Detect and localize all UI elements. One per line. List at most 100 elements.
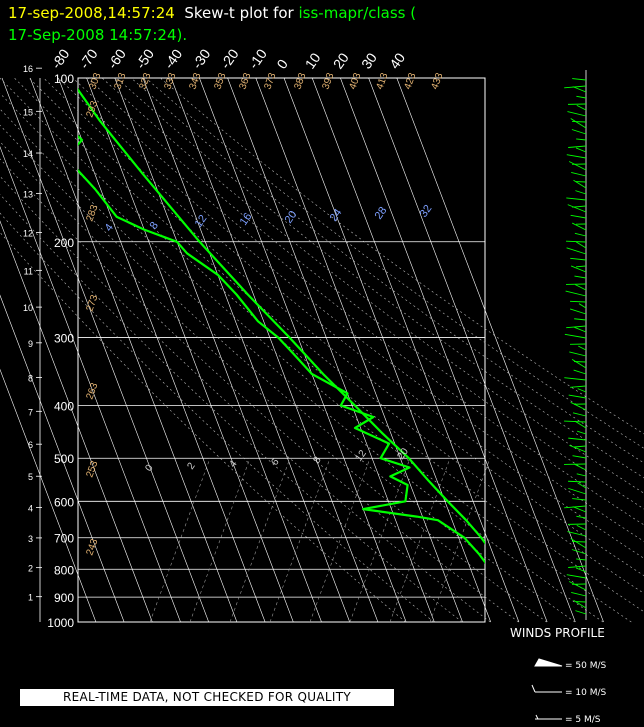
mixing-ratio-label: 20	[283, 209, 300, 226]
mixing-ratio-line	[309, 458, 371, 623]
wind-barb	[570, 214, 587, 219]
wind-barb	[568, 581, 587, 591]
temperature-tick-label: -30	[189, 46, 214, 72]
theta-label: 373	[262, 71, 278, 91]
wind-barb	[576, 95, 587, 99]
wind-barb	[566, 325, 587, 329]
temperature-tick-label: -20	[217, 46, 242, 72]
wind-barb	[576, 104, 587, 111]
wind-barb	[574, 232, 587, 237]
theta-label: 283	[84, 203, 100, 223]
temperature-tick-label: 30	[358, 50, 380, 72]
wind-barb	[566, 240, 587, 243]
pressure-tick-label: 700	[54, 532, 74, 546]
theta-label: 393	[320, 71, 336, 91]
temperature-tick-label: -80	[48, 46, 73, 72]
isotherm-line	[199, 77, 407, 623]
dry-adiabat	[57, 77, 644, 542]
wind-barb	[574, 420, 587, 429]
isotherm-line	[86, 77, 294, 623]
theta-label: 403	[347, 71, 363, 91]
theta-label: 333	[162, 71, 178, 91]
height-tick-label: 10	[23, 303, 33, 313]
height-tick-label: 14	[23, 149, 33, 159]
wind-barb	[567, 111, 587, 117]
wind-barb	[567, 204, 587, 213]
wind-key-10: = 10 M/S	[565, 688, 607, 698]
isotherm-line	[0, 294, 125, 623]
wind-barb	[576, 558, 587, 561]
pressure-tick-label: 200	[54, 236, 74, 250]
isotherm-line	[142, 77, 351, 623]
title-line2: 17-Sep-2008 14:57:24).	[8, 26, 188, 44]
wind-barb	[575, 190, 587, 195]
wind-barb	[570, 401, 587, 411]
wind-barb	[568, 487, 587, 495]
temperature-tick-label: -10	[245, 46, 270, 72]
isotherm-line	[1, 77, 210, 623]
wind-barb	[564, 85, 587, 89]
theta-label: 433	[429, 71, 445, 91]
temperature-tick-label: 20	[330, 50, 352, 72]
theta-label: 273	[84, 293, 100, 313]
theta-label: 263	[84, 381, 100, 401]
plot-frame	[77, 77, 486, 623]
pressure-tick-label: 800	[54, 563, 74, 577]
temperature-tick-label: -60	[104, 46, 129, 72]
theta-label: 423	[402, 71, 418, 91]
dry-adiabat	[0, 141, 547, 623]
wind-barb	[575, 147, 587, 153]
thetae-label: 4	[227, 458, 239, 469]
height-tick-label: 6	[28, 440, 33, 450]
dry-adiabat	[145, 77, 644, 449]
dry-adiabat	[0, 212, 435, 623]
isotherm-line	[170, 77, 379, 623]
wind-barb	[572, 86, 587, 93]
isotherm-line	[0, 368, 97, 623]
wind-barb	[571, 591, 587, 597]
pressure-tick-label: 500	[54, 452, 74, 466]
temperature-tick-label: 40	[386, 50, 408, 72]
theta-label: 313	[112, 71, 128, 91]
wind-barb	[570, 385, 587, 388]
label-layer: 1002003004005006007008009001000123456789…	[23, 46, 446, 630]
dry-adiabat	[0, 124, 576, 623]
wind-barb	[569, 351, 587, 357]
wind-barb	[572, 498, 587, 501]
mixing-ratio-label: 24	[328, 207, 345, 224]
wind-barb	[578, 345, 587, 351]
pressure-tick-label: 400	[54, 400, 74, 414]
dry-adiabat	[116, 77, 644, 479]
wind-barb	[568, 161, 587, 171]
pressure-tick-label: 300	[54, 332, 74, 346]
mixing-ratio-label: 4	[103, 222, 116, 234]
wind-barb	[574, 326, 587, 333]
mixing-ratio-label: 8	[148, 220, 161, 232]
wind-barb	[576, 515, 587, 519]
chart-title: 17-sep-2008,14:57:24 Skew-t plot for iss…	[8, 2, 416, 46]
wind-barb	[576, 473, 587, 477]
wind-barb	[566, 197, 587, 201]
wind-barb	[570, 257, 587, 261]
dry-adiabat	[0, 158, 519, 623]
wind-barb	[577, 430, 587, 435]
height-tick-label: 2	[28, 564, 33, 574]
thetae-label: 8	[311, 454, 323, 465]
theta-label: 343	[187, 71, 203, 91]
isotherm-line	[227, 77, 435, 623]
height-tick-label: 8	[28, 374, 33, 384]
isotherm-line	[255, 77, 463, 623]
wind-profile	[531, 70, 587, 720]
dry-adiabat	[0, 92, 632, 623]
mixing-ratio-label: 28	[373, 205, 390, 222]
thetae-label: 2	[185, 460, 197, 471]
height-tick-label: 15	[23, 107, 33, 117]
wind-barb	[571, 129, 587, 135]
wind-barb	[564, 505, 587, 509]
wind-barb	[566, 154, 587, 159]
pressure-tick-label: 100	[54, 72, 74, 86]
wind-barb	[575, 610, 587, 615]
mixing-ratio-line	[269, 458, 331, 623]
wind-barb	[577, 388, 587, 393]
wind-barb	[576, 138, 587, 141]
